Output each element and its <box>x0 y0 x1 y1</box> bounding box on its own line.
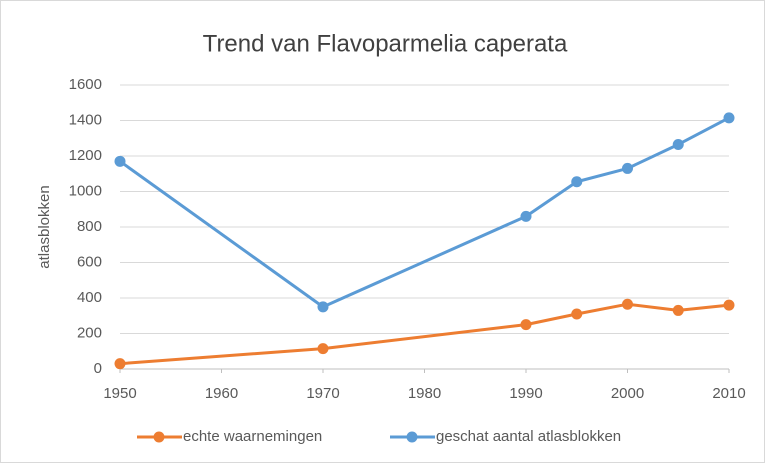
y-tick-label: 1600 <box>69 76 102 93</box>
y-tick-label: 1200 <box>69 147 102 164</box>
y-tick-label: 400 <box>77 289 102 306</box>
y-tick-label: 0 <box>94 360 102 377</box>
data-point <box>672 304 684 316</box>
y-axis-label: atlasblokken <box>36 185 53 268</box>
data-point <box>520 319 532 331</box>
x-tick-label: 1950 <box>103 385 136 402</box>
data-point <box>723 299 735 311</box>
y-tick-label: 1000 <box>69 182 102 199</box>
legend-label: echte waarnemingen <box>183 428 322 445</box>
x-tick-label: 1990 <box>509 385 542 402</box>
data-point <box>114 155 126 167</box>
data-point <box>571 308 583 320</box>
x-tick-label: 2000 <box>611 385 644 402</box>
data-point <box>114 358 126 370</box>
data-point <box>723 112 735 124</box>
y-tick-label: 200 <box>77 324 102 341</box>
chart-title: Trend van Flavoparmelia caperata <box>203 30 568 57</box>
legend-marker <box>153 431 165 443</box>
x-tick-label: 1970 <box>306 385 339 402</box>
legend-marker <box>406 431 418 443</box>
legend-label: geschat aantal atlasblokken <box>436 428 621 445</box>
data-point <box>520 210 532 222</box>
y-tick-label: 1400 <box>69 111 102 128</box>
x-tick-label: 1980 <box>408 385 441 402</box>
data-point <box>672 138 684 150</box>
x-tick-label: 2010 <box>712 385 745 402</box>
y-tick-label: 600 <box>77 253 102 270</box>
data-point <box>622 162 633 174</box>
y-tick-label: 800 <box>77 218 102 235</box>
data-point <box>622 298 633 310</box>
x-tick-label: 1960 <box>205 385 238 402</box>
data-point <box>571 176 583 188</box>
data-point <box>317 301 329 313</box>
data-point <box>317 343 329 355</box>
